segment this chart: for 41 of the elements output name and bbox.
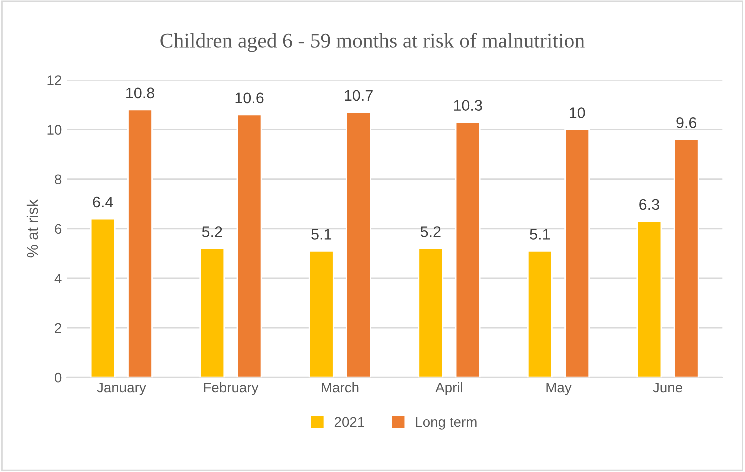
y-tick-label: 4 [54, 274, 62, 284]
x-tick-label: April [436, 382, 462, 396]
bar [200, 248, 226, 378]
data-label: 9.6 [676, 118, 697, 128]
data-label: 10.6 [236, 92, 264, 104]
bar [418, 248, 444, 378]
data-label: 10.7 [345, 90, 373, 102]
bar [236, 114, 262, 378]
bar [346, 112, 372, 378]
bar [90, 218, 116, 378]
legend-label: 2021 [334, 417, 364, 428]
bar [674, 139, 700, 378]
x-tick-label: March [322, 382, 359, 393]
data-label: 10 [570, 108, 586, 118]
legend-label: Long term [416, 417, 477, 430]
data-label: 6.3 [640, 199, 660, 210]
bar [128, 109, 153, 378]
data-label: 5.2 [202, 226, 222, 238]
y-tick-label: 0 [55, 372, 62, 383]
y-tick-label: 12 [48, 76, 62, 86]
bar [527, 250, 553, 378]
x-tick-label: June [653, 382, 682, 393]
x-tick-label: January [97, 382, 146, 396]
data-label: 6.4 [93, 196, 114, 208]
bar [564, 129, 590, 378]
data-label: 10.8 [126, 88, 154, 99]
y-tick-label: 8 [55, 174, 62, 185]
bar [636, 220, 662, 378]
chart-title: Children aged 6 - 59 months at risk of malnutrition [160, 33, 585, 52]
y-tick-label: 2 [55, 323, 62, 334]
y-tick-label: 10 [48, 125, 62, 135]
bar [308, 250, 334, 378]
bar [455, 122, 481, 378]
data-label: 5.2 [420, 226, 441, 238]
data-label: 5.1 [312, 229, 332, 240]
y-axis-title: % at risk [26, 200, 38, 258]
x-tick-label: February [204, 382, 259, 396]
x-tick-label: May [546, 382, 572, 396]
data-label: 10.3 [454, 100, 482, 112]
y-tick-label: 6 [55, 224, 62, 234]
data-label: 5.1 [530, 229, 550, 240]
